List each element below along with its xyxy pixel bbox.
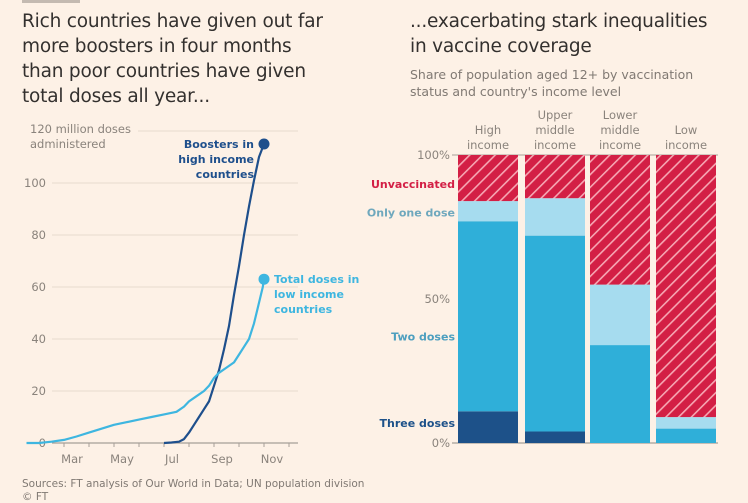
category-label: Low xyxy=(675,123,698,137)
bars xyxy=(458,155,716,443)
bar-segment-only-one-dose xyxy=(525,198,585,236)
segment-label: Three doses xyxy=(380,417,456,430)
category-label: Lower xyxy=(603,108,638,122)
top-accent-bar xyxy=(22,0,80,3)
y-tick-label: 0% xyxy=(432,436,450,450)
bar-high-income xyxy=(458,155,518,443)
series-line-low-income xyxy=(26,279,266,445)
title-line: more boosters in four months xyxy=(22,36,292,57)
y-axis-label-line: 120 million doses xyxy=(30,122,131,136)
series-end-marker xyxy=(258,273,270,285)
bar-segment-unvaccinated xyxy=(590,155,650,285)
category-label: income xyxy=(599,138,641,152)
bar-segment-three-doses xyxy=(458,411,518,443)
title-line: Rich countries have given out far xyxy=(22,11,323,32)
right-chart-subtitle: Share of population aged 12+ by vaccinat… xyxy=(410,66,740,100)
y-tick-label: 40 xyxy=(31,332,46,346)
series-label: high income xyxy=(178,153,254,166)
category-label: income xyxy=(467,138,509,152)
category-label: income xyxy=(665,138,707,152)
segment-label: Only one dose xyxy=(367,207,455,220)
bar-segment-only-one-dose xyxy=(656,417,716,429)
category-label: middle xyxy=(535,123,574,137)
segment-label: Two doses xyxy=(391,330,455,343)
series-label: countries xyxy=(274,303,333,316)
series-label: low income xyxy=(274,288,344,301)
source-note: Sources: FT analysis of Our World in Dat… xyxy=(22,478,365,490)
bar-upper-middle-income xyxy=(525,155,585,443)
gridlines xyxy=(52,130,298,392)
y-tick-label: 80 xyxy=(31,228,46,242)
title-line: in vaccine coverage xyxy=(410,36,592,57)
category-label: middle xyxy=(600,123,639,137)
x-tick-label: Mar xyxy=(61,452,83,466)
category-label: income xyxy=(534,138,576,152)
title-line: total doses all year... xyxy=(22,86,210,107)
bar-segment-unvaccinated xyxy=(656,155,716,418)
subtitle-line: Share of population aged 12+ by vaccinat… xyxy=(410,67,694,82)
bar-segment-unvaccinated xyxy=(458,155,518,202)
subtitle-line: status and country's income level xyxy=(410,84,622,99)
y-tick-label: 60 xyxy=(31,280,46,294)
x-tick-label: Nov xyxy=(261,452,284,466)
series-lines xyxy=(26,138,270,445)
bar-segment-unvaccinated xyxy=(525,155,585,199)
left-chart-title: Rich countries have given out far more b… xyxy=(22,9,362,109)
bar-segment-two-doses xyxy=(525,235,585,432)
bar-segment-only-one-dose xyxy=(590,284,650,346)
x-tick-label: Sep xyxy=(211,452,233,466)
title-line: ...exacerbating stark inequalities xyxy=(410,11,708,32)
copyright: © FT xyxy=(22,491,49,503)
category-label: High xyxy=(475,123,501,137)
bar-segment-three-doses xyxy=(525,431,585,443)
category-label: Upper xyxy=(538,108,573,122)
series-end-marker xyxy=(258,138,270,150)
series-labels: Boosters in high income countries Total dos… xyxy=(178,138,359,316)
series-label: Total doses in xyxy=(274,273,359,286)
segment-label: Unvaccinated xyxy=(371,178,455,191)
series-label: Boosters in xyxy=(184,138,254,151)
segment-labels: Unvaccinated Only one dose Two doses Three … xyxy=(367,178,456,430)
bar-segment-two-doses xyxy=(656,428,716,443)
x-tick-label: May xyxy=(110,452,134,466)
bar-lower-middle-income xyxy=(590,155,650,443)
series-line-boosters xyxy=(163,143,266,445)
x-tick-label: Jul xyxy=(164,452,179,466)
bar-segment-only-one-dose xyxy=(458,201,518,222)
y-tick-label: 100 xyxy=(24,176,46,190)
bar-segment-two-doses xyxy=(590,345,650,443)
y-axis-label-line: administered xyxy=(30,137,106,151)
y-tick-label: 20 xyxy=(31,384,46,398)
y-tick-label: 50% xyxy=(424,292,450,306)
right-chart-title: ...exacerbating stark inequalities in va… xyxy=(410,9,740,59)
bar-segment-two-doses xyxy=(458,221,518,412)
category-labels: HighincomeUppermiddleincomeLowermiddlein… xyxy=(467,108,707,152)
series-label: countries xyxy=(196,168,255,181)
bar-low-income xyxy=(656,155,716,443)
title-line: than poor countries have given xyxy=(22,61,306,82)
y-tick-label: 100% xyxy=(417,148,450,162)
